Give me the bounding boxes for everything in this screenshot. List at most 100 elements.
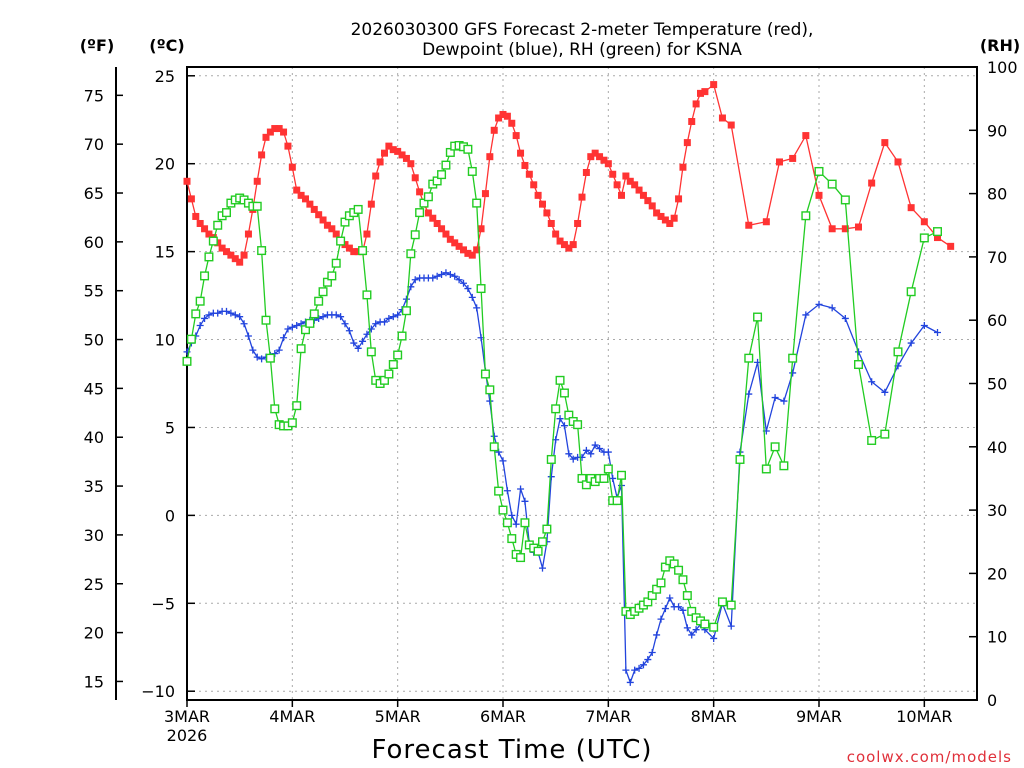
rh-point (401, 306, 411, 316)
temperature-point (416, 188, 424, 196)
temperature-point (534, 191, 542, 199)
temperature-point (468, 251, 476, 259)
temperature-point (679, 163, 687, 171)
celsius-tick-label: 10 (155, 331, 175, 350)
dewpoint-point (582, 446, 590, 454)
rh-point (309, 309, 319, 319)
rh-point (840, 195, 850, 205)
time-tick-label: 4MAR (269, 707, 315, 726)
temperature-point (495, 114, 503, 122)
temperature-point (302, 195, 309, 203)
rh-point (603, 464, 613, 474)
temperature-point (385, 142, 393, 150)
temperature-point (460, 246, 467, 254)
rh-point (612, 496, 622, 506)
rh-point (555, 375, 565, 385)
rh-point (270, 404, 280, 414)
dewpoint-point (253, 353, 261, 361)
dewpoint-point (201, 314, 209, 322)
rh-point (480, 369, 490, 379)
dewpoint-point (679, 606, 687, 614)
dewpoint-point (350, 339, 358, 347)
rh-point (617, 470, 627, 480)
dewpoint-point (389, 313, 397, 321)
temperature-point (223, 248, 230, 256)
rh-point (559, 388, 569, 398)
temperature-point (297, 191, 305, 199)
rh-point (489, 442, 499, 452)
rh-point (331, 258, 341, 268)
temperature-series-line (186, 83, 952, 264)
temperature-point (688, 118, 696, 126)
temperature-point (271, 125, 279, 133)
temperature-point (512, 132, 520, 140)
dewpoint-point (683, 624, 691, 632)
temperature-point (407, 160, 415, 168)
dewpoint-point (345, 327, 353, 335)
rh-tick-label: 70 (987, 248, 1007, 267)
dewpoint-point (569, 455, 577, 463)
temperature-point (499, 110, 507, 118)
dewpoint-point (468, 293, 476, 301)
dewpoint-point (934, 329, 941, 337)
rh-point (814, 166, 824, 176)
rh-point (261, 315, 271, 325)
temperature-point (183, 177, 191, 185)
dewpoint-point (661, 605, 669, 613)
temperature-point (310, 205, 318, 213)
axes: 2520151050−5−107570656055504540353025201… (84, 58, 1018, 745)
dewpoint-point (205, 311, 213, 319)
dewpoint-point (402, 295, 410, 303)
fahrenheit-tick-label: 35 (84, 477, 104, 496)
temperature-point (683, 139, 691, 147)
dewpoint-point (385, 314, 393, 322)
temperature-point (920, 218, 928, 226)
rh-point (472, 198, 482, 208)
dewpoint-point (868, 378, 876, 386)
dewpoint-point (521, 497, 529, 505)
temperature-point (367, 200, 375, 208)
fahrenheit-tick-label: 20 (84, 624, 104, 643)
rh-point (353, 204, 363, 214)
rh-point (384, 369, 394, 379)
dewpoint-point (486, 397, 494, 405)
temperature-point (275, 125, 283, 133)
temperature-point (411, 174, 419, 182)
temperature-point (644, 197, 652, 205)
rh-point (893, 347, 903, 357)
dewpoint-point (354, 344, 362, 352)
fahrenheit-tick-label: 75 (84, 86, 104, 105)
temperature-point (582, 169, 590, 176)
rh-point (441, 160, 451, 170)
temperature-point (262, 133, 270, 141)
temperature-point (477, 225, 485, 233)
temperature-point (442, 230, 450, 238)
dewpoint-point (381, 318, 388, 326)
dewpoint-point (372, 320, 380, 328)
dewpoint-point (473, 304, 481, 312)
dewpoint-point (433, 272, 441, 280)
rh-point (415, 208, 425, 218)
dewpoint-point (446, 270, 454, 278)
temperature-point (635, 186, 643, 194)
rh-tick-label: 60 (987, 311, 1007, 330)
time-tick-label: 5MAR (375, 707, 421, 726)
temperature-point (718, 114, 726, 122)
rh-point (252, 201, 262, 211)
rh-point (182, 356, 192, 366)
temperature-point (205, 230, 213, 238)
temperature-point (745, 221, 753, 229)
rh-point (880, 429, 890, 439)
rh-point (366, 347, 376, 357)
gridlines (186, 67, 977, 700)
dewpoint-point (609, 474, 617, 482)
dewpoint-point (280, 334, 288, 342)
dewpoint-point (451, 272, 459, 280)
rh-tick-label: 50 (987, 375, 1007, 394)
temperature-point (934, 234, 941, 242)
dewpoint-point (644, 656, 652, 664)
temperature-point (701, 88, 709, 96)
rh-point (186, 334, 196, 344)
dewpoint-point (828, 304, 836, 312)
dewpoint-point (815, 300, 823, 308)
